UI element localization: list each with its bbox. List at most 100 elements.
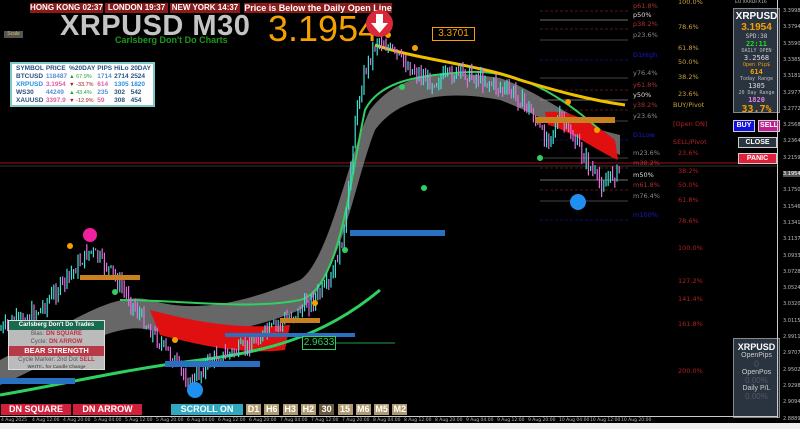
timeframe-button-m6[interactable]: M6 bbox=[355, 404, 371, 415]
fib-percent-label: [Open DN] bbox=[673, 120, 708, 128]
time-tick: 7 Aug 04:00 bbox=[280, 418, 308, 423]
time-tick: 8 Aug 04:00 bbox=[373, 418, 401, 423]
price-axis-line bbox=[777, 0, 778, 418]
timeframe-button-30[interactable]: 30 bbox=[319, 404, 335, 415]
time-tick: 8 Aug 20:00 bbox=[435, 418, 463, 423]
time-tick: 9 Aug 20:00 bbox=[528, 418, 556, 423]
panic-button[interactable]: PANIC bbox=[738, 153, 777, 164]
price-tick: 3.3998 bbox=[783, 8, 800, 14]
trade-panel-title: Carlsberg Don't Do Trades bbox=[9, 321, 104, 330]
buy-button[interactable]: BUY bbox=[733, 120, 755, 132]
cell-price: 44249 bbox=[45, 89, 64, 96]
scroll-on-button[interactable]: SCROLL ON bbox=[171, 404, 243, 415]
session-london: LONDON 19:37 bbox=[105, 3, 168, 13]
time-tick: 9 Aug 04:00 bbox=[466, 418, 494, 423]
symbol-info-panel: XRPUSD 3.1954 SPD:38 22:11 DAILY OPEN 3.… bbox=[733, 8, 780, 115]
chart-title: XRPUSD M30 bbox=[60, 10, 251, 42]
fib-level-label: y38.2% bbox=[633, 101, 658, 109]
price-chart[interactable] bbox=[0, 0, 777, 418]
timeframe-button-15[interactable]: 15 bbox=[337, 404, 353, 415]
price-tick: 3.1546 bbox=[783, 203, 800, 210]
timeframe-button-m2[interactable]: M2 bbox=[392, 404, 408, 415]
cell-symbol: XAUUSD bbox=[16, 97, 44, 104]
panel-today-range-label: Today Range bbox=[739, 76, 774, 82]
time-tick: 4 Aug 20:00 bbox=[63, 418, 91, 423]
cell-day20: 2524 bbox=[130, 73, 146, 80]
fib-percent-label: 61.8% bbox=[678, 44, 699, 52]
symbol-row[interactable]: WS30 44249 ▲ 43.4% 235 302 542 bbox=[15, 89, 152, 97]
fib-level-label: p50% bbox=[633, 11, 652, 19]
bear-ribbon-red-2 bbox=[545, 111, 618, 160]
fib-level-label: p23.6% bbox=[633, 31, 658, 39]
time-tick: 4 Aug 2025 bbox=[1, 418, 27, 423]
bear-ribbon-red bbox=[150, 310, 290, 352]
scale-button[interactable]: Scale bbox=[4, 31, 23, 38]
cell-price: 3397.9 bbox=[45, 97, 66, 104]
dn-arrow-button[interactable]: DN ARROW bbox=[73, 404, 142, 415]
symbol-row[interactable]: BTCUSD 118487 ▲ 67.9% 1714 2714 2524 bbox=[15, 73, 152, 81]
symbol-table: SYMBOL PRICE %20DAY PIPS HiLo 20DAY BTCU… bbox=[10, 62, 155, 107]
cell-pips: 235 bbox=[97, 89, 109, 96]
timeframe-button-m5[interactable]: M5 bbox=[374, 404, 390, 415]
price-tick: 3.1341 bbox=[783, 219, 800, 226]
price-alert-banner: Price is Below the Daily Open Line bbox=[244, 3, 392, 13]
time-tick: 10 Aug 20:00 bbox=[621, 418, 652, 423]
time-tick: 9 Aug 12:00 bbox=[497, 418, 525, 423]
timeframe-button-h6[interactable]: H6 bbox=[264, 404, 280, 415]
chart-subtitle: Carlsberg Don't Do Charts bbox=[115, 35, 228, 45]
price-tick: 3.1750 bbox=[783, 187, 800, 194]
symbol-row[interactable]: XRPUSD 3.1954 ▼ -33.7% 614 1305 1820 bbox=[15, 81, 152, 89]
hatch-bars bbox=[0, 117, 615, 384]
sell-button[interactable]: SELL bbox=[758, 120, 780, 132]
timeframe-button-h3[interactable]: H3 bbox=[282, 404, 298, 415]
price-tick: 2.8889 bbox=[783, 415, 800, 422]
cell-change: ▼ -12.9% bbox=[69, 98, 94, 104]
price-tick: 3.2977 bbox=[783, 89, 800, 96]
fib-percent-label: 200.0% bbox=[678, 367, 703, 375]
fib-percent-label: 50.0% bbox=[678, 58, 699, 66]
fib-percent-label: 100.0% bbox=[678, 244, 703, 252]
fib-level-label: D1Low bbox=[633, 131, 655, 139]
daily-pl-label: Daily P/L bbox=[742, 385, 771, 392]
fib-percent-label: 161.8% bbox=[678, 320, 703, 328]
timeframe-button-d1[interactable]: D1 bbox=[246, 404, 261, 415]
close-button[interactable]: CLOSE bbox=[738, 137, 777, 148]
time-tick: 6 Aug 20:00 bbox=[249, 418, 277, 423]
price-tick: 3.1954 bbox=[783, 171, 800, 177]
fib-level-label: p61.8% bbox=[633, 2, 658, 10]
panel-20day-range-label: 20 Day Range bbox=[738, 90, 775, 96]
price-tick: 2.9707 bbox=[783, 350, 800, 357]
price-tick: 2.9911 bbox=[783, 334, 800, 340]
cell-hilo: 2714 bbox=[114, 73, 129, 80]
bias-value: DN SQUARE bbox=[46, 331, 83, 337]
price-tick: 3.0115 bbox=[783, 317, 800, 324]
panel-symbol: XRPUSD bbox=[735, 11, 778, 22]
col-header: %20DAY bbox=[69, 65, 96, 72]
cycle-marker-label: Cycle Marker: 2nd Dot bbox=[18, 357, 78, 363]
bias-label: Bias: bbox=[30, 331, 45, 337]
panel-price: 3.1954 bbox=[741, 22, 772, 33]
fib-percent-label: 78.6% bbox=[678, 217, 699, 225]
dn-square-button[interactable]: DN SQUARE bbox=[1, 404, 71, 415]
fib-level-label: m76.4% bbox=[633, 192, 660, 200]
time-tick: 7 Aug 12:00 bbox=[311, 418, 339, 423]
cycle-label: Cycle: bbox=[30, 339, 48, 345]
time-tick: 5 Aug 04:00 bbox=[94, 418, 122, 423]
cell-symbol: BTCUSD bbox=[16, 73, 44, 80]
cell-pips: 1714 bbox=[97, 73, 112, 80]
session-hong-kong: HONG KONG 02:37 bbox=[30, 3, 103, 13]
cycle-marker-value: SELL bbox=[79, 357, 95, 363]
strength-badge: BEAR STRENGTH bbox=[9, 346, 104, 356]
panel-timer: 22:11 bbox=[745, 40, 768, 48]
timeframe-button-h2[interactable]: H2 bbox=[300, 404, 316, 415]
fib-level-label: y61.8% bbox=[633, 81, 658, 89]
time-tick: 8 Aug 12:00 bbox=[404, 418, 432, 423]
time-tick: 7 Aug 20:00 bbox=[342, 418, 370, 423]
cell-hilo: 1305 bbox=[114, 81, 129, 88]
time-tick: 6 Aug 12:00 bbox=[218, 418, 246, 423]
price-tick: 2.9094 bbox=[783, 399, 800, 406]
symbol-row[interactable]: XAUUSD 3397.9 ▼ -12.9% 59 308 454 bbox=[15, 97, 152, 105]
fib-level-label: m100% bbox=[633, 211, 658, 219]
open-pips-value: 0 bbox=[753, 359, 759, 369]
fib-percent-label: 50.0% bbox=[678, 181, 699, 189]
